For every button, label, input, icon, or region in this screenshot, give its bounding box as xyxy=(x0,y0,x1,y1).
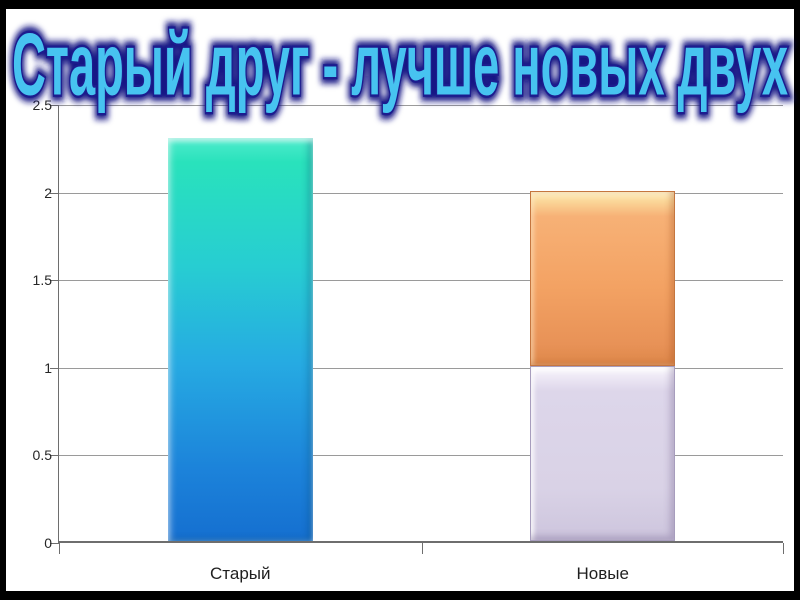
title-wordart: Старый друг - лучше новых двух Старый др… xyxy=(6,10,794,120)
y-tick-label: 0.5 xyxy=(32,447,52,464)
bar-segment-Новые-1 xyxy=(530,190,676,366)
y-tick-label: 1.5 xyxy=(32,272,52,289)
y-tick-label: 2.5 xyxy=(32,97,52,113)
x-tick xyxy=(59,543,60,554)
y-tick-1.5 xyxy=(50,280,59,282)
y-tick-label: 2 xyxy=(44,184,52,201)
y-tick-label: 0 xyxy=(44,535,52,551)
bar-segment-Старый-0 xyxy=(167,138,313,541)
y-tick-1 xyxy=(50,367,59,369)
x-tick xyxy=(783,543,784,554)
y-tick-2.5 xyxy=(50,105,59,106)
y-tick-2 xyxy=(50,192,59,194)
y-tick-0 xyxy=(50,543,59,544)
y-tick-label: 1 xyxy=(44,359,52,376)
gridline-0.5 xyxy=(59,455,783,457)
gridline-2.5 xyxy=(59,105,783,106)
y-axis-labels: 0 0.5 1 1.5 2 2.5 xyxy=(14,97,54,551)
title-text: Старый друг - лучше новых двух xyxy=(12,16,788,114)
x-tick xyxy=(422,543,423,554)
title-shadow: Старый друг - лучше новых двух xyxy=(12,16,788,114)
plot-area: Старый Новые xyxy=(50,105,784,583)
category-label-Новые: Новые xyxy=(576,564,629,583)
bar-segment-Новые-0 xyxy=(530,365,676,541)
gridline-1.5 xyxy=(59,280,783,282)
y-tick-0.5 xyxy=(50,455,59,457)
gridline-2 xyxy=(59,192,783,194)
category-label-Старый: Старый xyxy=(210,564,271,583)
slide: Старый друг - лучше новых двух Старый др… xyxy=(6,9,794,591)
gridline-1 xyxy=(59,367,783,369)
